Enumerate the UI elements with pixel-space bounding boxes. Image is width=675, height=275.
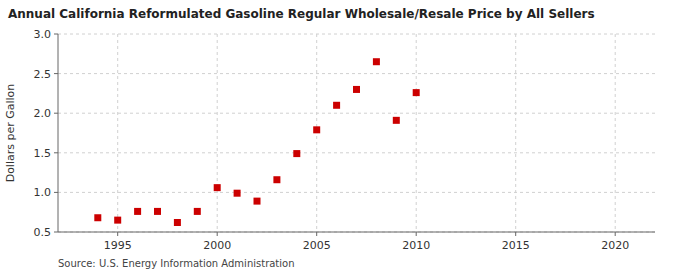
- point: [214, 184, 221, 191]
- x-grid-line: [615, 34, 616, 232]
- y-grid-line: [58, 232, 655, 233]
- y-tick: [54, 113, 58, 114]
- chart-svg: Annual California Reformulated Gasoline …: [0, 0, 675, 275]
- point: [333, 102, 340, 109]
- point: [94, 214, 101, 221]
- x-grid-line: [117, 34, 118, 232]
- axes: 0.5 1.0 1.5 2.0 2.5 3.0 1995 2000 2005 2010 2015 20…: [34, 28, 656, 252]
- x-grid-line: [217, 34, 218, 232]
- y-grid-line: [58, 73, 655, 74]
- y-axis-label: Dollars per Gallon: [4, 84, 17, 183]
- y-tick-label: 1.0: [34, 186, 52, 199]
- y-tick: [54, 152, 58, 153]
- point: [254, 198, 261, 205]
- y-tick-label: 1.5: [34, 147, 52, 160]
- x-tick: [515, 232, 516, 236]
- x-tick: [316, 232, 317, 236]
- point: [393, 117, 400, 124]
- x-tick: [117, 232, 118, 236]
- y-grid-line: [58, 192, 655, 193]
- points: [94, 58, 419, 226]
- x-tick-label: 2010: [402, 239, 430, 252]
- y-tick: [54, 232, 58, 233]
- y-grid-line: [58, 113, 655, 114]
- y-tick-label: 0.5: [34, 226, 52, 239]
- grid: [58, 34, 655, 232]
- x-grid-line: [416, 34, 417, 232]
- point: [134, 208, 141, 215]
- point: [194, 208, 201, 215]
- point: [373, 58, 380, 65]
- point: [174, 219, 181, 226]
- x-axis-line: [58, 232, 655, 233]
- x-tick: [416, 232, 417, 236]
- y-axis-line: [58, 34, 59, 232]
- x-tick-label: 2015: [502, 239, 530, 252]
- y-tick: [54, 73, 58, 74]
- source-note: Source: U.S. Energy Information Administ…: [58, 258, 295, 269]
- x-tick-label: 2000: [203, 239, 231, 252]
- y-tick-label: 3.0: [34, 28, 52, 41]
- point: [313, 126, 320, 133]
- y-grid-line: [58, 34, 655, 35]
- x-tick-label: 1995: [104, 239, 132, 252]
- point: [154, 208, 161, 215]
- point: [353, 86, 360, 93]
- x-tick: [217, 232, 218, 236]
- point: [293, 150, 300, 157]
- y-tick: [54, 192, 58, 193]
- y-tick: [54, 34, 58, 35]
- point: [114, 217, 121, 224]
- point: [273, 176, 280, 183]
- y-grid-line: [58, 152, 655, 153]
- chart-container: Annual California Reformulated Gasoline …: [0, 0, 675, 275]
- point: [413, 89, 420, 96]
- point: [234, 190, 241, 197]
- y-tick-label: 2.0: [34, 107, 52, 120]
- x-grid-line: [515, 34, 516, 232]
- x-tick-label: 2020: [601, 239, 629, 252]
- y-tick-label: 2.5: [34, 68, 52, 81]
- title: Annual California Reformulated Gasoline …: [8, 7, 595, 21]
- x-tick-label: 2005: [303, 239, 331, 252]
- x-tick: [615, 232, 616, 236]
